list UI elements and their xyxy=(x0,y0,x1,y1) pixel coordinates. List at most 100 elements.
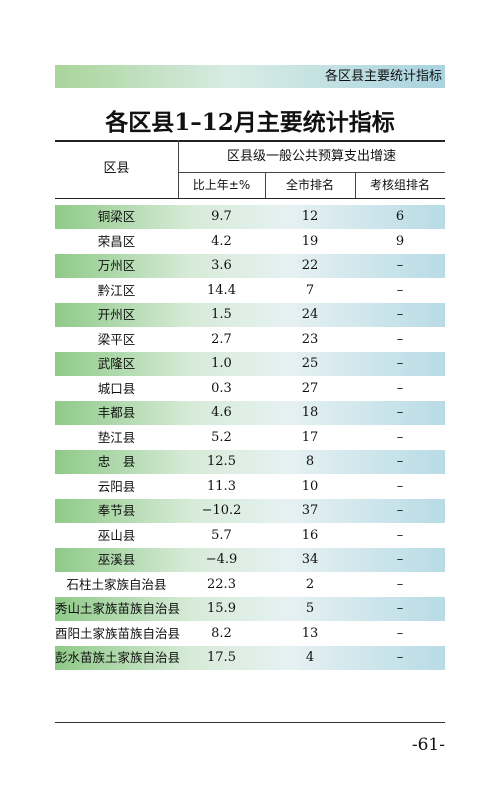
cell: – xyxy=(396,356,404,371)
cell: 万州区 xyxy=(97,258,136,273)
row-shade xyxy=(55,303,445,327)
row-shade xyxy=(55,646,445,670)
cell: 彭水苗族土家族自治县 xyxy=(55,650,181,665)
cell: 忠 县 xyxy=(97,454,136,469)
cell: 8.2 xyxy=(211,625,232,641)
cell: −10.2 xyxy=(201,503,242,518)
cell: 22 xyxy=(301,258,319,273)
cell: – xyxy=(396,454,404,469)
cell: – xyxy=(396,331,404,347)
rule xyxy=(55,140,445,142)
cell: 奉节县 xyxy=(97,503,136,518)
bottom-rule xyxy=(55,722,445,723)
cell: −4.9 xyxy=(205,552,238,567)
cell: 5.7 xyxy=(211,527,232,543)
cell: 荣昌区 xyxy=(97,233,136,249)
cell: 5.2 xyxy=(211,429,232,445)
cell: 7 xyxy=(305,282,315,298)
cell: 2.7 xyxy=(211,331,232,347)
cell: 11.3 xyxy=(207,478,236,494)
section-band xyxy=(55,65,445,88)
rule xyxy=(178,172,445,173)
cell: 22.3 xyxy=(207,576,236,592)
cell: 27 xyxy=(301,380,319,396)
cell: – xyxy=(396,552,404,567)
cell: 武隆区 xyxy=(97,356,136,371)
cell: 酉阳土家族苗族自治县 xyxy=(55,625,181,641)
cell: 云阳县 xyxy=(97,478,136,494)
cell: – xyxy=(396,527,404,543)
cell: – xyxy=(396,503,404,518)
cell: 13 xyxy=(301,625,319,641)
cell: 1.5 xyxy=(211,307,232,322)
cell: – xyxy=(396,601,404,616)
cell: 4 xyxy=(305,650,315,665)
cell: 铜梁区 xyxy=(97,209,136,224)
cell: 10 xyxy=(301,478,319,494)
col-rule xyxy=(355,172,356,198)
cell: 25 xyxy=(301,356,319,371)
col-rule xyxy=(178,140,179,198)
page-number: -61- xyxy=(411,735,445,755)
cell: 2 xyxy=(305,576,315,592)
cell: 巫山县 xyxy=(97,527,136,543)
cell: 37 xyxy=(301,503,319,518)
cell: 石柱土家族自治县 xyxy=(66,576,167,592)
cell: 16 xyxy=(301,527,319,543)
cell: 开州区 xyxy=(97,307,136,322)
cell: 城口县 xyxy=(97,380,136,396)
cell: – xyxy=(396,429,404,445)
row-shade xyxy=(55,352,445,376)
cell: 黔江区 xyxy=(97,282,136,298)
header-cell: 区县 xyxy=(103,161,130,176)
rule xyxy=(55,198,445,199)
cell: – xyxy=(396,380,404,396)
cell: 12 xyxy=(301,209,319,224)
cell: 9 xyxy=(395,233,405,249)
cell: 14.4 xyxy=(207,282,236,298)
cell: 5 xyxy=(305,601,315,616)
cell: – xyxy=(396,307,404,322)
cell: 1.0 xyxy=(211,356,232,371)
cell: – xyxy=(396,258,404,273)
cell: 24 xyxy=(301,307,319,322)
cell: 垫江县 xyxy=(97,429,136,445)
cell: 34 xyxy=(301,552,319,567)
cell: 23 xyxy=(301,331,319,347)
row-shade xyxy=(55,499,445,523)
cell: 8 xyxy=(305,454,315,469)
cell: – xyxy=(396,650,404,665)
cell: 17 xyxy=(301,429,319,445)
row-shade xyxy=(55,450,445,474)
cell: 巫溪县 xyxy=(97,552,136,567)
cell: 4.2 xyxy=(211,233,232,249)
cell: 3.6 xyxy=(211,258,232,273)
cell: 17.5 xyxy=(207,650,236,665)
row-shade xyxy=(55,597,445,621)
cell: 12.5 xyxy=(207,454,236,469)
cell: 18 xyxy=(301,405,319,420)
row-shade xyxy=(55,548,445,572)
col-rule xyxy=(265,172,266,198)
row-shade xyxy=(55,205,445,229)
header-cell: 考核组排名 xyxy=(369,178,430,192)
cell: – xyxy=(396,478,404,494)
cell: 秀山土家族苗族自治县 xyxy=(55,601,181,616)
cell: 4.6 xyxy=(211,405,232,420)
header-cell: 比上年±% xyxy=(192,178,251,192)
title: 各区县1–12月主要统计指标 xyxy=(105,109,395,136)
cell: 9.7 xyxy=(211,209,232,224)
cell: – xyxy=(396,625,404,641)
cell: 15.9 xyxy=(207,601,236,616)
cell: 梁平区 xyxy=(97,331,136,347)
row-shade xyxy=(55,254,445,278)
cell: 0.3 xyxy=(211,380,232,396)
row-shade xyxy=(55,401,445,425)
cell: 19 xyxy=(301,233,319,249)
cell: 6 xyxy=(395,209,405,224)
cell: 丰都县 xyxy=(97,405,136,420)
header-cell: 区县级一般公共预算支出增速 xyxy=(226,149,396,164)
section-title: 各区县主要统计指标 xyxy=(324,69,442,84)
header-cell: 全市排名 xyxy=(285,178,334,192)
